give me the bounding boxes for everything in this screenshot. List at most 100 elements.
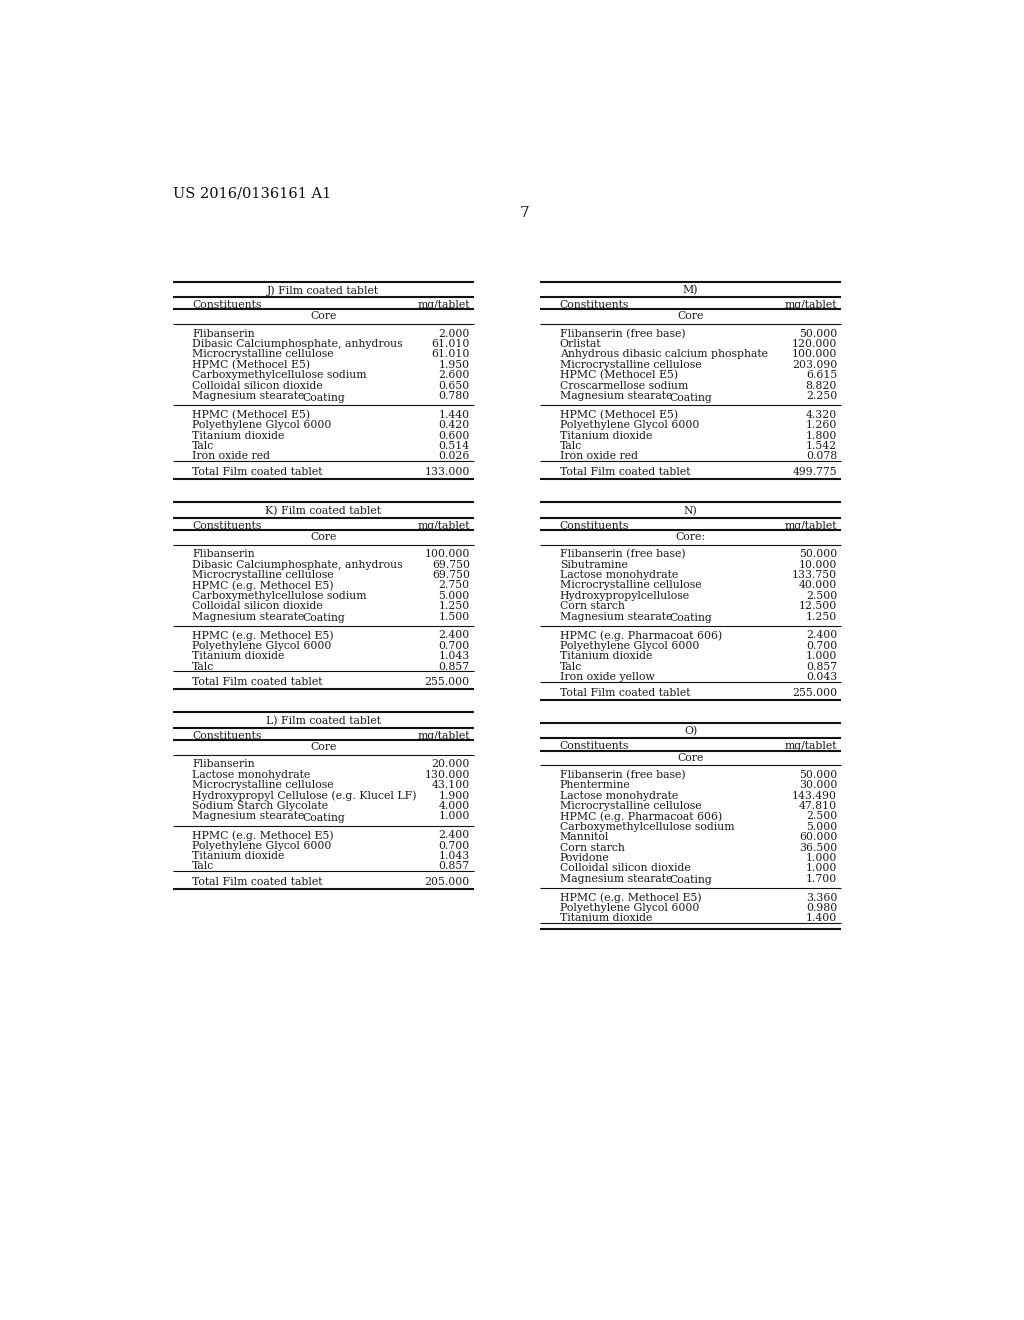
Text: 0.857: 0.857: [438, 862, 470, 871]
Text: Polyethylene Glycol 6000: Polyethylene Glycol 6000: [193, 841, 332, 850]
Text: Microcrystalline cellulose: Microcrystalline cellulose: [560, 360, 701, 370]
Text: Core: Core: [310, 532, 337, 543]
Text: Core: Core: [678, 312, 703, 321]
Text: 1.043: 1.043: [438, 651, 470, 661]
Text: 120.000: 120.000: [792, 339, 838, 348]
Text: HPMC (Methocel E5): HPMC (Methocel E5): [193, 360, 310, 370]
Text: Magnesium stearate: Magnesium stearate: [193, 611, 305, 622]
Text: 133.750: 133.750: [792, 570, 838, 579]
Text: 6.615: 6.615: [806, 370, 838, 380]
Text: Sibutramine: Sibutramine: [560, 560, 628, 569]
Text: HPMC (e.g. Methocel E5): HPMC (e.g. Methocel E5): [560, 892, 701, 903]
Text: Colloidal silicon dioxide: Colloidal silicon dioxide: [193, 601, 324, 611]
Text: 40.000: 40.000: [799, 581, 838, 590]
Text: Iron oxide red: Iron oxide red: [560, 451, 638, 462]
Text: Constituents: Constituents: [193, 731, 262, 741]
Text: 0.043: 0.043: [806, 672, 838, 682]
Text: 50.000: 50.000: [799, 549, 838, 560]
Text: Dibasic Calciumphosphate, anhydrous: Dibasic Calciumphosphate, anhydrous: [193, 560, 403, 569]
Text: 100.000: 100.000: [792, 350, 838, 359]
Text: Microcrystalline cellulose: Microcrystalline cellulose: [193, 350, 334, 359]
Text: Polyethylene Glycol 6000: Polyethylene Glycol 6000: [560, 640, 699, 651]
Text: 1.250: 1.250: [438, 601, 470, 611]
Text: Total Film coated tablet: Total Film coated tablet: [560, 688, 690, 698]
Text: HPMC (e.g. Methocel E5): HPMC (e.g. Methocel E5): [193, 830, 334, 841]
Text: HPMC (e.g. Pharmacoat 606): HPMC (e.g. Pharmacoat 606): [560, 631, 722, 642]
Text: Polyethylene Glycol 6000: Polyethylene Glycol 6000: [193, 640, 332, 651]
Text: Flibanserin (free base): Flibanserin (free base): [560, 329, 685, 339]
Text: Constituents: Constituents: [560, 300, 629, 310]
Text: 0.857: 0.857: [806, 661, 838, 672]
Text: 5.000: 5.000: [806, 822, 838, 832]
Text: mg/tablet: mg/tablet: [417, 520, 470, 531]
Text: K) Film coated tablet: K) Film coated tablet: [265, 506, 381, 516]
Text: Croscarmellose sodium: Croscarmellose sodium: [560, 380, 688, 391]
Text: US 2016/0136161 A1: US 2016/0136161 A1: [173, 187, 331, 201]
Text: Titanium dioxide: Titanium dioxide: [193, 851, 285, 861]
Text: 2.400: 2.400: [806, 631, 838, 640]
Text: HPMC (e.g. Pharmacoat 606): HPMC (e.g. Pharmacoat 606): [560, 812, 722, 822]
Text: 61.010: 61.010: [431, 350, 470, 359]
Text: Microcrystalline cellulose: Microcrystalline cellulose: [560, 581, 701, 590]
Text: 47.810: 47.810: [799, 801, 838, 810]
Text: Lactose monohydrate: Lactose monohydrate: [560, 791, 678, 800]
Text: 2.600: 2.600: [438, 370, 470, 380]
Text: Total Film coated tablet: Total Film coated tablet: [193, 878, 323, 887]
Text: 1.000: 1.000: [806, 863, 838, 874]
Text: 7: 7: [520, 206, 529, 220]
Text: 0.026: 0.026: [438, 451, 470, 462]
Text: Titanium dioxide: Titanium dioxide: [193, 651, 285, 661]
Text: 1.542: 1.542: [806, 441, 838, 451]
Text: Total Film coated tablet: Total Film coated tablet: [193, 467, 323, 477]
Text: 30.000: 30.000: [799, 780, 838, 791]
Text: 1.950: 1.950: [438, 360, 470, 370]
Text: Magnesium stearate: Magnesium stearate: [193, 391, 305, 401]
Text: Microcrystalline cellulose: Microcrystalline cellulose: [560, 801, 701, 810]
Text: Microcrystalline cellulose: Microcrystalline cellulose: [193, 570, 334, 579]
Text: Corn starch: Corn starch: [560, 601, 625, 611]
Text: 0.780: 0.780: [438, 391, 470, 401]
Text: 0.700: 0.700: [438, 841, 470, 850]
Text: Talc: Talc: [193, 441, 215, 451]
Text: Coating: Coating: [302, 614, 345, 623]
Text: Talc: Talc: [560, 661, 582, 672]
Text: 0.700: 0.700: [438, 640, 470, 651]
Text: 499.775: 499.775: [793, 467, 838, 477]
Text: Polyethylene Glycol 6000: Polyethylene Glycol 6000: [560, 903, 699, 913]
Text: 0.420: 0.420: [438, 420, 470, 430]
Text: Flibanserin: Flibanserin: [193, 549, 255, 560]
Text: Colloidal silicon dioxide: Colloidal silicon dioxide: [560, 863, 690, 874]
Text: Core: Core: [310, 742, 337, 752]
Text: Polyethylene Glycol 6000: Polyethylene Glycol 6000: [560, 420, 699, 430]
Text: Coating: Coating: [670, 875, 712, 886]
Text: M): M): [683, 285, 698, 296]
Text: 1.000: 1.000: [438, 812, 470, 821]
Text: 50.000: 50.000: [799, 329, 838, 338]
Text: 43.100: 43.100: [431, 780, 470, 791]
Text: 36.500: 36.500: [799, 842, 838, 853]
Text: Titanium dioxide: Titanium dioxide: [560, 430, 652, 441]
Text: 1.800: 1.800: [806, 430, 838, 441]
Text: 1.043: 1.043: [438, 851, 470, 861]
Text: 4.320: 4.320: [806, 409, 838, 420]
Text: 8.820: 8.820: [806, 380, 838, 391]
Text: 10.000: 10.000: [799, 560, 838, 569]
Text: 2.000: 2.000: [438, 329, 470, 338]
Text: Sodium Starch Glycolate: Sodium Starch Glycolate: [193, 801, 329, 810]
Text: Carboxymethylcellulose sodium: Carboxymethylcellulose sodium: [193, 370, 367, 380]
Text: mg/tablet: mg/tablet: [784, 742, 838, 751]
Text: 1.250: 1.250: [806, 611, 838, 622]
Text: N): N): [684, 506, 697, 516]
Text: Magnesium stearate: Magnesium stearate: [560, 391, 672, 401]
Text: Total Film coated tablet: Total Film coated tablet: [193, 677, 323, 688]
Text: 255.000: 255.000: [792, 688, 838, 698]
Text: 1.000: 1.000: [806, 853, 838, 863]
Text: 205.000: 205.000: [425, 878, 470, 887]
Text: 5.000: 5.000: [438, 591, 470, 601]
Text: 61.010: 61.010: [431, 339, 470, 348]
Text: Flibanserin: Flibanserin: [193, 759, 255, 770]
Text: mg/tablet: mg/tablet: [417, 300, 470, 310]
Text: 1.900: 1.900: [438, 791, 470, 800]
Text: Talc: Talc: [560, 441, 582, 451]
Text: 130.000: 130.000: [424, 770, 470, 780]
